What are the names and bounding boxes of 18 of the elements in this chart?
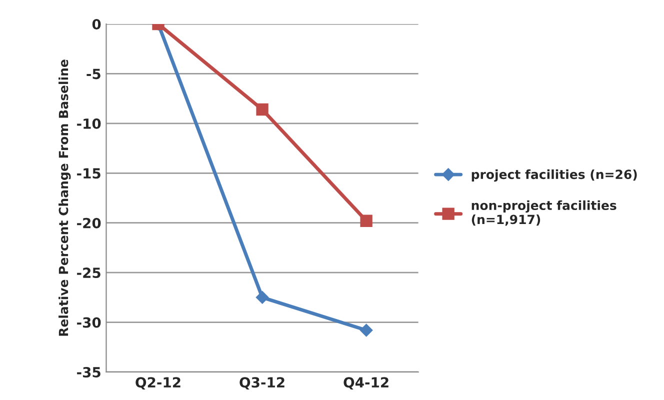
x-tick-label: Q3-12 xyxy=(240,377,284,390)
point xyxy=(360,324,373,337)
point xyxy=(256,291,269,304)
y-tick-label: -20 xyxy=(77,218,101,228)
y-tick-label: -25 xyxy=(77,268,100,278)
x-tick-label: Q2-12 xyxy=(136,377,180,390)
y-axis-title: Relative Percent Change From Baseline xyxy=(58,60,71,336)
point xyxy=(360,214,372,227)
y-tick-label: -10 xyxy=(77,118,101,129)
y-tick-label: 0 xyxy=(92,18,101,30)
legend-label: non-project facilities (n=1,917) xyxy=(472,200,616,226)
y-tick-label: -30 xyxy=(77,317,101,328)
point xyxy=(256,103,268,116)
y-tick-label: -35 xyxy=(77,366,100,378)
x-tick-label: Q4-12 xyxy=(344,377,388,390)
y-tick-label: -5 xyxy=(86,68,100,80)
legend-label: project facilities (n=26) xyxy=(472,169,637,182)
y-tick-label: -15 xyxy=(77,168,100,179)
